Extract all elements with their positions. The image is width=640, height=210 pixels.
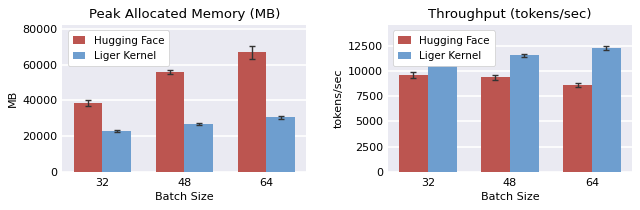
Y-axis label: tokens/sec: tokens/sec xyxy=(334,69,344,128)
Legend: Hugging Face, Liger Kernel: Hugging Face, Liger Kernel xyxy=(393,30,495,66)
Bar xyxy=(428,57,456,172)
X-axis label: Batch Size: Batch Size xyxy=(155,192,214,202)
Y-axis label: MB: MB xyxy=(8,90,19,107)
Bar xyxy=(592,48,621,172)
Bar xyxy=(237,52,266,172)
Bar xyxy=(156,72,184,172)
Bar xyxy=(481,77,510,172)
X-axis label: Batch Size: Batch Size xyxy=(481,192,539,202)
Bar xyxy=(510,55,539,172)
Bar xyxy=(266,117,295,172)
Title: Peak Allocated Memory (MB): Peak Allocated Memory (MB) xyxy=(88,8,280,21)
Title: Throughput (tokens/sec): Throughput (tokens/sec) xyxy=(428,8,591,21)
Bar xyxy=(184,124,213,172)
Bar xyxy=(399,75,428,172)
Legend: Hugging Face, Liger Kernel: Hugging Face, Liger Kernel xyxy=(68,30,170,66)
Bar xyxy=(74,103,102,172)
Bar xyxy=(102,131,131,172)
Bar xyxy=(563,85,592,172)
